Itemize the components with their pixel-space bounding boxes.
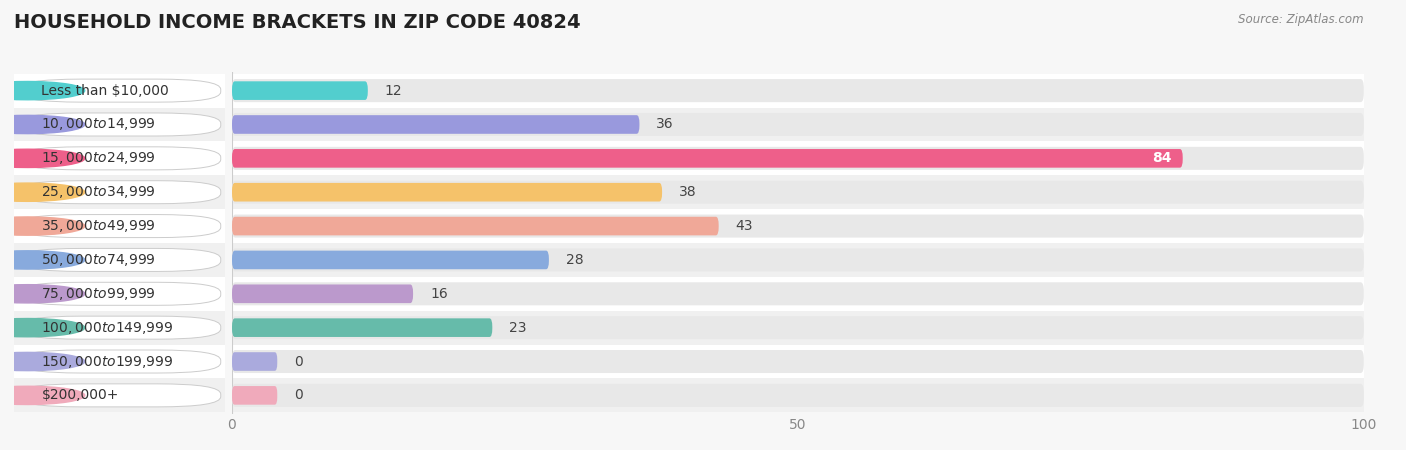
Circle shape — [0, 183, 84, 201]
Bar — [14, 345, 225, 378]
Bar — [14, 310, 225, 345]
FancyBboxPatch shape — [232, 113, 1364, 136]
Text: $15,000 to $24,999: $15,000 to $24,999 — [42, 150, 156, 166]
Bar — [14, 209, 225, 243]
Circle shape — [0, 319, 84, 337]
Bar — [14, 108, 225, 141]
FancyBboxPatch shape — [18, 113, 221, 136]
FancyBboxPatch shape — [18, 316, 221, 339]
Text: $75,000 to $99,999: $75,000 to $99,999 — [42, 286, 156, 302]
Text: 28: 28 — [565, 253, 583, 267]
Circle shape — [0, 285, 84, 303]
FancyBboxPatch shape — [18, 181, 221, 204]
Bar — [232, 277, 1364, 310]
FancyBboxPatch shape — [18, 215, 221, 238]
FancyBboxPatch shape — [232, 251, 548, 269]
Bar — [14, 176, 225, 209]
FancyBboxPatch shape — [232, 147, 1364, 170]
FancyBboxPatch shape — [232, 217, 718, 235]
Bar — [232, 243, 1364, 277]
Text: $200,000+: $200,000+ — [42, 388, 120, 402]
Circle shape — [0, 81, 84, 100]
FancyBboxPatch shape — [18, 384, 221, 407]
Bar — [14, 378, 225, 412]
Text: 23: 23 — [509, 321, 527, 335]
FancyBboxPatch shape — [232, 149, 1182, 168]
FancyBboxPatch shape — [232, 350, 1364, 373]
Circle shape — [0, 115, 84, 134]
Bar — [232, 176, 1364, 209]
Text: 0: 0 — [294, 355, 302, 369]
Text: $50,000 to $74,999: $50,000 to $74,999 — [42, 252, 156, 268]
Text: HOUSEHOLD INCOME BRACKETS IN ZIP CODE 40824: HOUSEHOLD INCOME BRACKETS IN ZIP CODE 40… — [14, 14, 581, 32]
FancyBboxPatch shape — [232, 282, 1364, 305]
FancyBboxPatch shape — [232, 352, 277, 371]
FancyBboxPatch shape — [18, 248, 221, 271]
FancyBboxPatch shape — [18, 147, 221, 170]
FancyBboxPatch shape — [18, 282, 221, 305]
Text: $10,000 to $14,999: $10,000 to $14,999 — [42, 117, 156, 132]
FancyBboxPatch shape — [232, 115, 640, 134]
Text: $150,000 to $199,999: $150,000 to $199,999 — [42, 354, 174, 369]
Text: 12: 12 — [385, 84, 402, 98]
FancyBboxPatch shape — [18, 350, 221, 373]
FancyBboxPatch shape — [232, 384, 1364, 407]
Circle shape — [0, 386, 84, 405]
Bar — [232, 74, 1364, 108]
Bar — [232, 209, 1364, 243]
Bar — [232, 310, 1364, 345]
Bar — [14, 74, 225, 108]
FancyBboxPatch shape — [232, 316, 1364, 339]
FancyBboxPatch shape — [232, 318, 492, 337]
Bar — [232, 345, 1364, 378]
Text: 16: 16 — [430, 287, 447, 301]
Text: 38: 38 — [679, 185, 697, 199]
Circle shape — [0, 149, 84, 167]
FancyBboxPatch shape — [232, 79, 1364, 102]
Text: Source: ZipAtlas.com: Source: ZipAtlas.com — [1239, 14, 1364, 27]
Text: 84: 84 — [1152, 151, 1171, 165]
Circle shape — [0, 217, 84, 235]
FancyBboxPatch shape — [232, 183, 662, 202]
FancyBboxPatch shape — [18, 79, 221, 102]
FancyBboxPatch shape — [232, 284, 413, 303]
Text: $35,000 to $49,999: $35,000 to $49,999 — [42, 218, 156, 234]
Bar — [14, 243, 225, 277]
Bar — [232, 108, 1364, 141]
FancyBboxPatch shape — [232, 81, 368, 100]
Circle shape — [0, 352, 84, 371]
FancyBboxPatch shape — [232, 215, 1364, 238]
Circle shape — [0, 251, 84, 269]
Text: $25,000 to $34,999: $25,000 to $34,999 — [42, 184, 156, 200]
Text: 0: 0 — [294, 388, 302, 402]
Text: 36: 36 — [657, 117, 673, 131]
Bar — [14, 141, 225, 176]
Text: 43: 43 — [735, 219, 754, 233]
Text: $100,000 to $149,999: $100,000 to $149,999 — [42, 320, 174, 336]
FancyBboxPatch shape — [232, 386, 277, 405]
Bar — [232, 378, 1364, 412]
Text: Less than $10,000: Less than $10,000 — [42, 84, 169, 98]
Bar — [14, 277, 225, 310]
FancyBboxPatch shape — [232, 248, 1364, 271]
Bar — [232, 141, 1364, 176]
FancyBboxPatch shape — [232, 181, 1364, 204]
